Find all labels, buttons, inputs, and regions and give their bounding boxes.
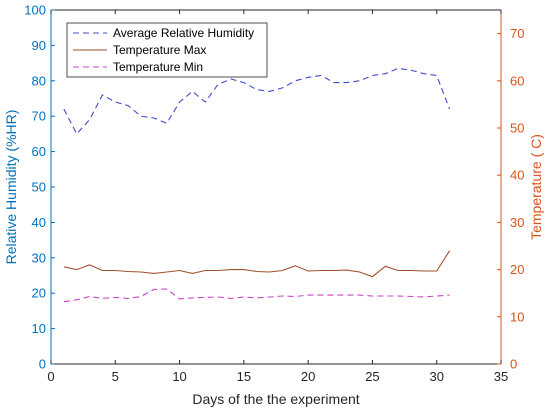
x-tick-label: 0 <box>47 369 54 384</box>
legend: Average Relative Humidity Temperature Max… <box>66 22 268 78</box>
right-y-tick-label: 50 <box>510 121 524 136</box>
left-y-tick-label: 10 <box>32 321 46 336</box>
right-y-axis-label: Temperature ( C) <box>528 134 544 240</box>
legend-label-temp-min: Temperature Min <box>113 60 203 74</box>
legend-label-humidity: Average Relative Humidity <box>113 26 254 40</box>
legend-label-temp-max: Temperature Max <box>113 43 206 57</box>
right-y-tick-label: 60 <box>510 73 524 88</box>
left-y-tick-label: 70 <box>32 109 46 124</box>
x-tick-label: 35 <box>494 369 508 384</box>
right-y-tick-label: 70 <box>510 26 524 41</box>
series-line-humidity <box>63 67 451 135</box>
left-y-tick-label: 90 <box>32 38 46 53</box>
x-tick-label: 5 <box>112 369 119 384</box>
x-tick-label: 15 <box>237 369 251 384</box>
left-y-tick-label: 30 <box>32 250 46 265</box>
right-y-tick-label: 0 <box>510 357 517 372</box>
left-y-tick-label: 50 <box>32 180 46 195</box>
left-y-tick-label: 100 <box>24 3 46 18</box>
x-tick-label: 30 <box>429 369 443 384</box>
left-y-tick-label: 0 <box>39 357 46 372</box>
axes: 0 5 10 15 20 25 30 3501020304050607080901000102… <box>24 3 524 385</box>
right-y-tick-label: 10 <box>510 309 524 324</box>
x-tick-label: 20 <box>301 369 315 384</box>
x-tick-label: 10 <box>172 369 186 384</box>
series-line-temp-max <box>63 250 451 278</box>
x-tick-label: 25 <box>365 369 379 384</box>
x-axis-label: Days of the the experiment <box>192 391 359 407</box>
series-line-temp-min <box>63 288 450 303</box>
right-y-tick-label: 40 <box>510 168 524 183</box>
left-y-tick-label: 40 <box>32 215 46 230</box>
left-y-tick-label: 60 <box>32 144 46 159</box>
left-y-tick-label: 80 <box>32 73 46 88</box>
left-y-tick-label: 20 <box>32 286 46 301</box>
right-y-tick-label: 30 <box>510 215 524 230</box>
right-y-tick-label: 20 <box>510 262 524 277</box>
left-y-axis-label: Relative Humidity (%HR) <box>3 110 19 265</box>
